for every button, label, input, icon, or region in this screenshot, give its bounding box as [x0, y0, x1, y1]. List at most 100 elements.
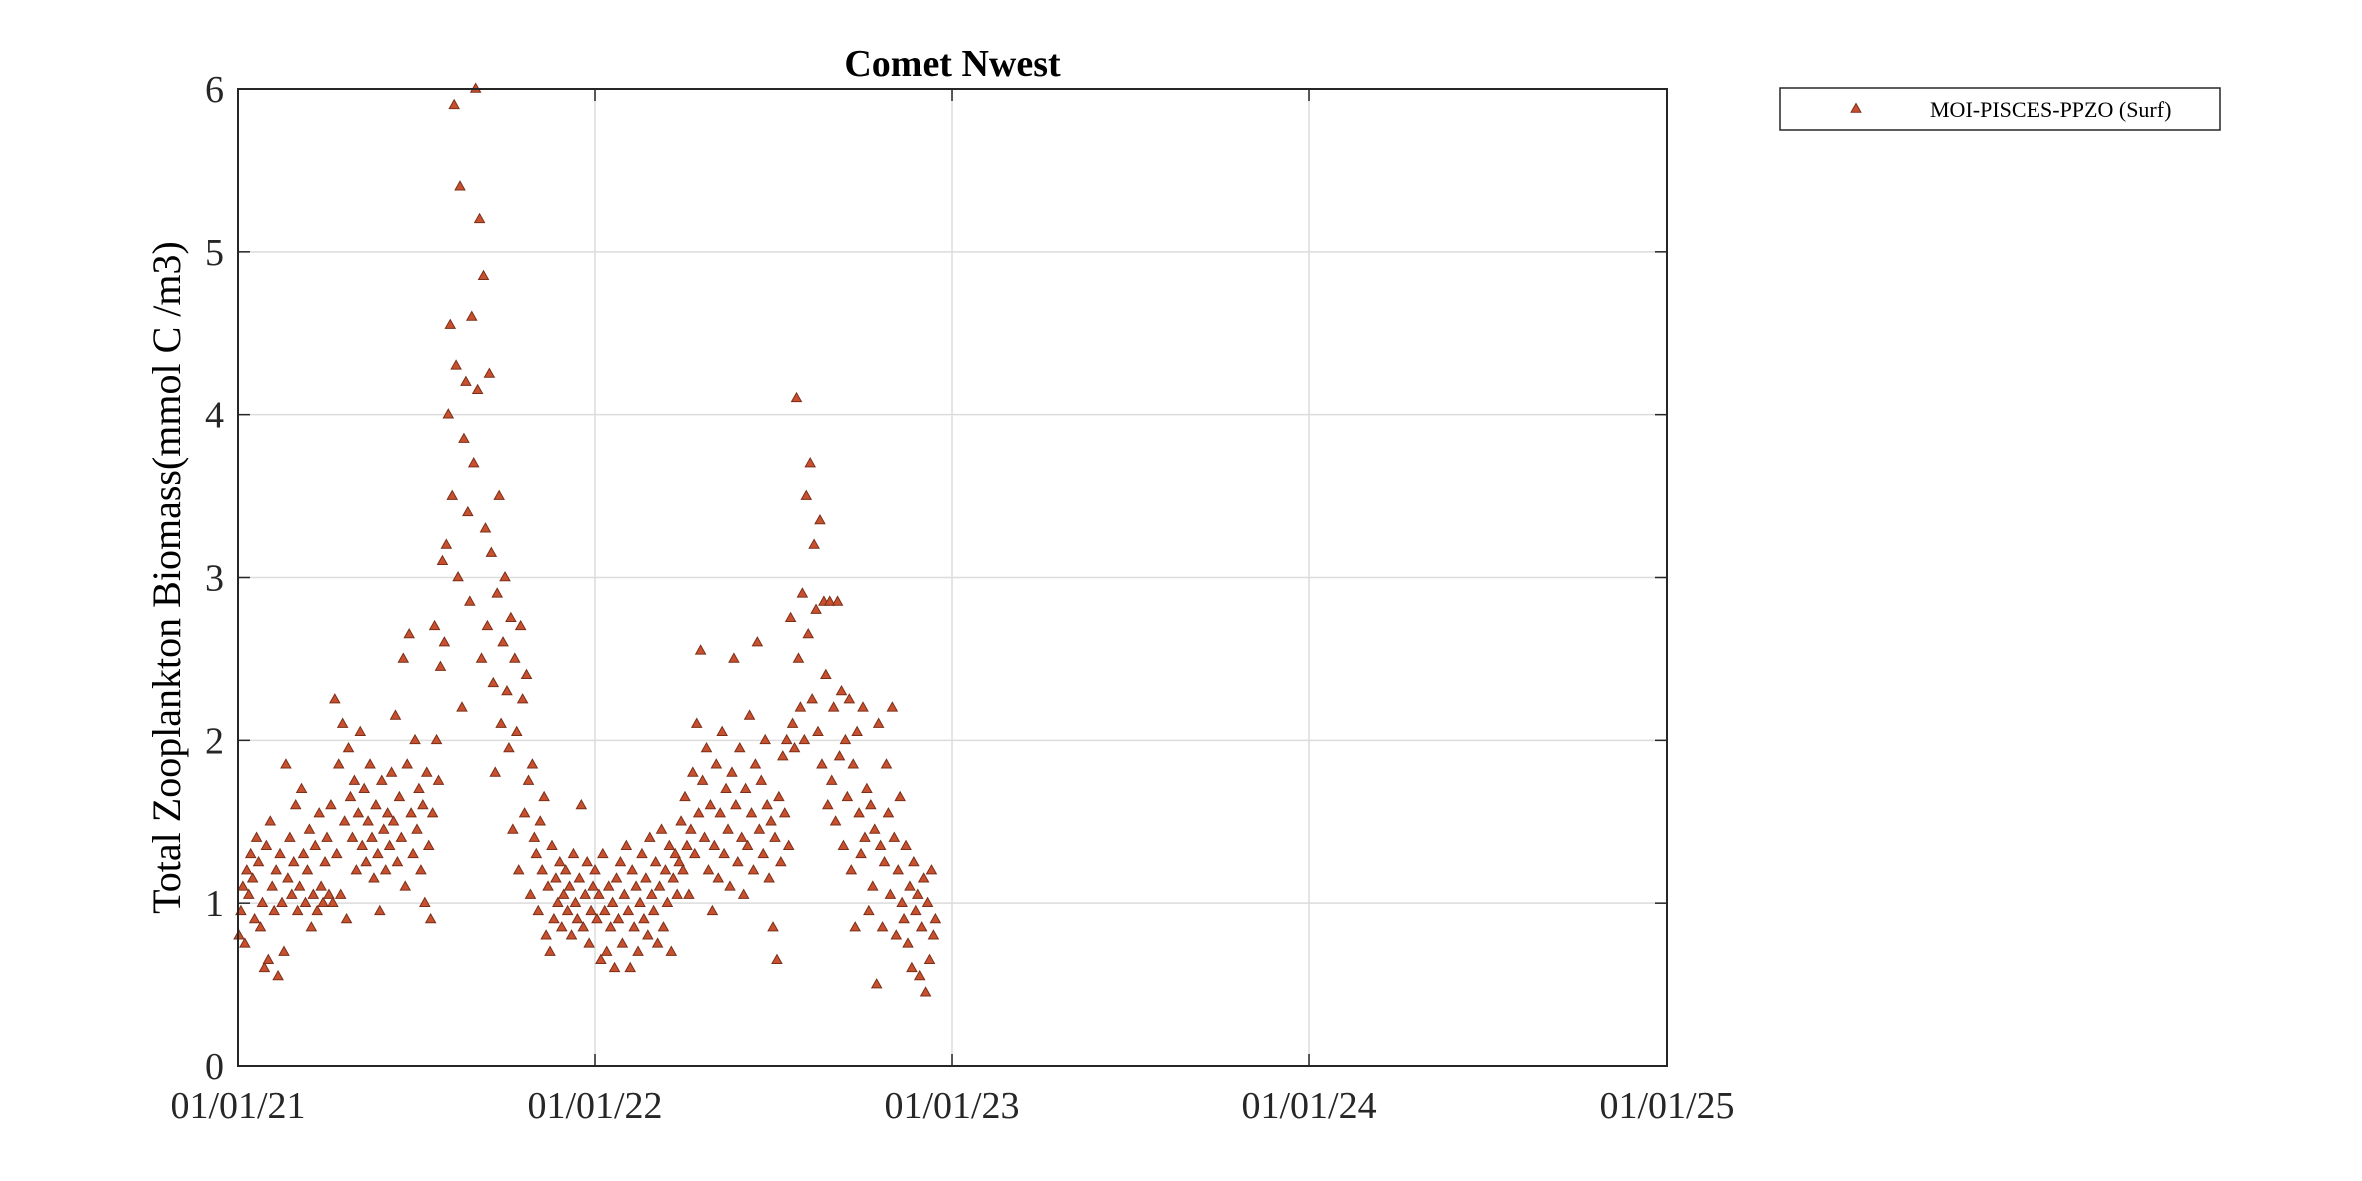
y-tick-label: 1 [205, 883, 224, 925]
data-point [890, 929, 903, 940]
data-point [446, 489, 459, 500]
data-point [602, 880, 615, 891]
data-point [724, 880, 736, 891]
data-point [559, 864, 572, 875]
data-point [508, 652, 521, 663]
data-point [913, 969, 926, 981]
axis-ticks [237, 88, 1668, 1067]
data-point [315, 880, 327, 891]
x-tick-label: 01/01/24 [1241, 1085, 1376, 1127]
data-point [806, 693, 818, 704]
data-point [825, 774, 838, 785]
data-point [687, 766, 699, 777]
data-point [334, 888, 347, 899]
data-point [242, 888, 255, 899]
data-point [573, 872, 586, 883]
data-point [497, 636, 509, 647]
data-point [733, 741, 746, 753]
data-point [252, 855, 265, 867]
data-point [567, 847, 580, 859]
data-point [240, 864, 253, 875]
data-point [598, 904, 611, 916]
data-point [276, 896, 288, 907]
data-point [776, 750, 789, 761]
data-point [681, 839, 693, 850]
data-point [628, 921, 640, 932]
data-point [800, 489, 813, 500]
data-point [516, 693, 529, 704]
data-point [730, 798, 742, 810]
data-point [604, 921, 617, 932]
data-point [894, 790, 906, 802]
data-point [853, 807, 865, 818]
data-point [906, 961, 918, 973]
data-point [366, 831, 378, 842]
data-point [317, 896, 329, 907]
data-point [579, 888, 592, 899]
data-point [820, 668, 832, 679]
data-point [876, 921, 889, 932]
data-point [771, 953, 783, 964]
data-point [268, 904, 280, 916]
data-point [536, 864, 548, 875]
data-point [688, 847, 701, 859]
data-point [851, 725, 863, 736]
data-point [280, 758, 292, 769]
data-point [837, 839, 850, 850]
y-tick-label: 5 [205, 232, 224, 274]
data-point [330, 847, 343, 859]
data-point [399, 880, 412, 891]
data-point [829, 815, 842, 826]
data-point [692, 807, 705, 818]
data-point [260, 839, 273, 850]
data-point [747, 864, 760, 875]
data-point [475, 652, 488, 663]
data-point [788, 741, 801, 753]
data-point [350, 864, 363, 875]
data-point [577, 921, 590, 932]
data-point [282, 872, 294, 883]
data-point [448, 98, 460, 110]
data-point [415, 864, 427, 875]
data-point [655, 823, 668, 834]
data-point [702, 864, 715, 875]
y-tick-label: 0 [205, 1046, 224, 1088]
data-point [571, 912, 584, 924]
data-point [569, 896, 582, 907]
data-point [630, 880, 642, 891]
data-point [712, 872, 725, 883]
data-point [491, 587, 504, 598]
data-point [387, 815, 400, 826]
data-point [289, 798, 302, 810]
data-point [749, 758, 762, 769]
data-point [258, 961, 271, 973]
data-point [857, 701, 869, 712]
data-point [305, 921, 318, 932]
data-point [908, 855, 920, 867]
data-point [432, 774, 445, 785]
data-point [929, 912, 942, 924]
data-point [266, 880, 279, 891]
data-point [440, 538, 453, 549]
data-point [464, 595, 476, 606]
data-point [718, 847, 730, 859]
data-point [737, 888, 750, 899]
data-point [557, 888, 570, 899]
data-point [927, 929, 940, 940]
data-point [246, 872, 259, 883]
y-tick-label: 3 [205, 558, 224, 600]
data-point [716, 725, 728, 736]
data-point [309, 839, 322, 850]
data-point [274, 847, 286, 859]
data-point [841, 790, 854, 802]
data-point [626, 864, 638, 875]
data-point [845, 864, 858, 875]
data-point [372, 847, 384, 859]
data-point [383, 839, 396, 850]
data-point [522, 774, 535, 785]
data-point [761, 798, 773, 810]
data-point [352, 807, 365, 818]
x-tick-label: 01/01/22 [527, 1085, 662, 1127]
data-point [722, 823, 734, 834]
data-point [375, 774, 388, 785]
